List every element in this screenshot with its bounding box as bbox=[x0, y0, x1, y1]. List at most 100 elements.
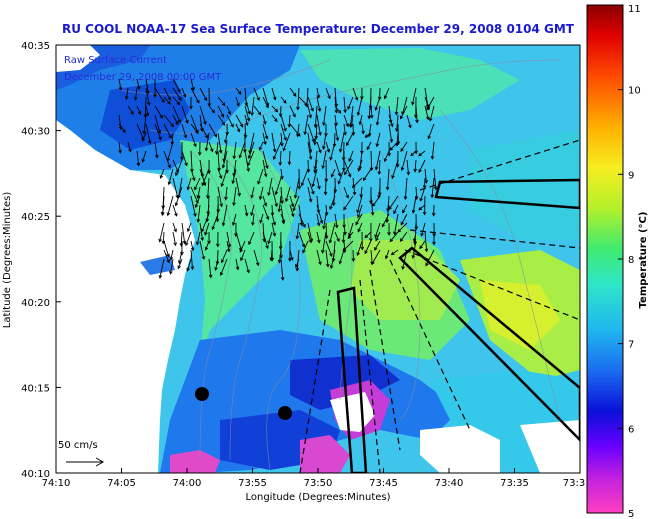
current-vector bbox=[118, 141, 121, 154]
current-vector bbox=[134, 87, 138, 100]
current-vector-head bbox=[239, 248, 243, 253]
current-vector bbox=[323, 213, 327, 229]
current-vector bbox=[334, 231, 340, 242]
current-vector-head bbox=[411, 209, 416, 214]
current-vector bbox=[233, 159, 237, 177]
current-vector bbox=[357, 96, 363, 116]
current-vector bbox=[307, 222, 313, 242]
current-vector-head bbox=[220, 259, 225, 264]
current-vector-head bbox=[344, 171, 348, 176]
current-vector bbox=[334, 123, 339, 141]
current-vector bbox=[279, 150, 282, 166]
current-vector-head bbox=[316, 222, 321, 227]
current-vector bbox=[375, 96, 381, 111]
current-vector bbox=[271, 204, 274, 216]
current-vector-head bbox=[415, 119, 419, 124]
current-vector bbox=[170, 249, 174, 260]
current-vector-head bbox=[118, 86, 123, 91]
current-vector-head bbox=[218, 149, 223, 154]
current-vector-head bbox=[137, 111, 142, 115]
current-vector bbox=[331, 168, 336, 178]
current-vector-head bbox=[207, 240, 211, 245]
map-title: RU COOL NOAA-17 Sea Surface Temperature:… bbox=[62, 22, 574, 36]
current-vector-head bbox=[232, 202, 236, 207]
current-vector bbox=[364, 132, 372, 138]
current-vector-head bbox=[186, 186, 191, 191]
current-vector bbox=[201, 213, 210, 232]
current-vector-head bbox=[393, 210, 397, 215]
current-vector bbox=[312, 168, 318, 187]
current-vector bbox=[325, 87, 331, 99]
current-vector-head bbox=[427, 135, 431, 140]
current-vector-head bbox=[160, 211, 165, 216]
current-vector bbox=[359, 114, 363, 125]
current-vector-head bbox=[280, 142, 284, 147]
current-vector bbox=[307, 186, 312, 202]
current-vector bbox=[262, 159, 267, 177]
current-vector-head bbox=[419, 245, 423, 250]
current-vector bbox=[172, 177, 179, 199]
current-vector bbox=[118, 123, 126, 133]
current-vector bbox=[378, 159, 381, 175]
current-vector bbox=[144, 96, 147, 118]
current-vector bbox=[400, 141, 408, 152]
current-vector bbox=[252, 213, 255, 226]
current-vector bbox=[395, 96, 399, 115]
current-vector-head bbox=[361, 130, 365, 135]
current-vector-head bbox=[308, 114, 313, 119]
current-vector-head bbox=[283, 99, 287, 104]
current-vector bbox=[316, 177, 320, 189]
current-vector bbox=[180, 231, 183, 246]
current-vector-head bbox=[296, 133, 300, 138]
current-vector bbox=[212, 213, 219, 230]
current-vector bbox=[172, 96, 180, 105]
current-vector bbox=[358, 159, 363, 172]
current-vector bbox=[250, 204, 255, 216]
current-vector bbox=[413, 231, 417, 242]
current-vector-head bbox=[316, 209, 321, 214]
current-vector bbox=[334, 159, 341, 177]
colorbar-tick-label: 5 bbox=[628, 509, 634, 519]
current-vector bbox=[357, 240, 363, 256]
current-vector-head bbox=[326, 148, 331, 153]
current-vector bbox=[223, 141, 228, 162]
current-vector bbox=[257, 168, 264, 185]
current-vector bbox=[163, 123, 172, 139]
y-tick-label: 40:30 bbox=[21, 127, 50, 138]
current-vector bbox=[356, 195, 363, 213]
current-vector-head bbox=[246, 117, 251, 122]
current-vector-head bbox=[411, 101, 415, 106]
current-vector bbox=[314, 159, 318, 173]
current-vector bbox=[190, 123, 199, 134]
current-vector-head bbox=[136, 86, 141, 91]
current-vector-head bbox=[227, 244, 232, 248]
current-vector-head bbox=[318, 132, 322, 136]
current-vector-head bbox=[388, 206, 392, 211]
current-vector bbox=[154, 141, 158, 158]
current-vector bbox=[352, 87, 358, 101]
current-vector-head bbox=[237, 192, 241, 197]
current-vector bbox=[136, 150, 140, 166]
current-vector-head bbox=[347, 173, 352, 178]
current-vector bbox=[262, 87, 269, 106]
current-vector-head bbox=[180, 156, 184, 161]
current-vector bbox=[364, 231, 372, 238]
current-vector bbox=[201, 168, 210, 186]
current-vector-head bbox=[345, 123, 350, 128]
current-vector bbox=[275, 177, 282, 195]
current-vector bbox=[307, 123, 315, 142]
current-vector-head bbox=[363, 177, 367, 182]
current-vector-head bbox=[255, 262, 260, 267]
current-vector-head bbox=[169, 270, 173, 275]
current-vector-head bbox=[424, 248, 429, 253]
scale-arrow-icon bbox=[66, 457, 105, 467]
current-vector bbox=[159, 258, 165, 279]
current-vectors bbox=[118, 78, 438, 281]
current-vector bbox=[292, 195, 300, 211]
current-vector-head bbox=[291, 213, 295, 218]
current-vector-head bbox=[272, 148, 277, 153]
current-vector-head bbox=[217, 167, 221, 172]
current-vector bbox=[168, 168, 174, 185]
current-vector-head bbox=[220, 183, 225, 188]
current-vector bbox=[316, 249, 321, 265]
